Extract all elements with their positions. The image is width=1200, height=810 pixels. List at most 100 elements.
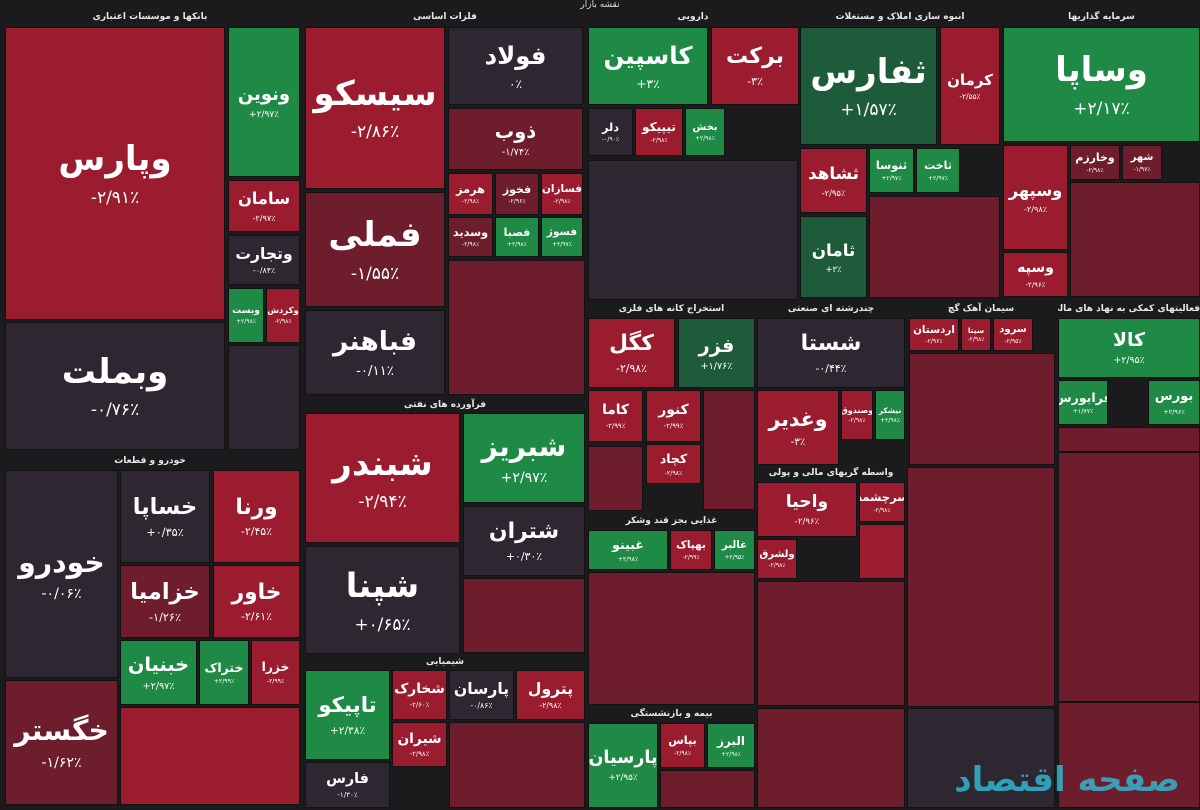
stock-tile: هرمز -۲/۹۸٪	[448, 173, 493, 215]
stock-change: -۲/۹۱٪	[90, 187, 140, 208]
stock-change: -۲/۹۹٪	[266, 677, 285, 685]
stock-change: +۳٪	[825, 264, 842, 275]
stock-tile: فخوز -۲/۹۶٪	[495, 173, 539, 215]
stock-name: وسپه	[1017, 260, 1054, 277]
stock-name: غالبر	[721, 539, 748, 552]
stock-tile: خگستر -۱/۶۲٪	[5, 680, 118, 805]
sector-header: سرمایه گذاریها	[1068, 12, 1135, 22]
filler-block	[228, 345, 300, 450]
stock-tile: خودرو -۰/۰۶٪	[5, 470, 118, 678]
stock-tile: فباهنر -۰/۱۱٪	[305, 310, 445, 395]
stock-tile: وسپه -۲/۹۶٪	[1003, 252, 1068, 297]
stock-tile: وپارس -۲/۹۱٪	[5, 27, 225, 320]
stock-name: البرز	[717, 733, 745, 748]
sector-header: واسطه گریهای مالی و پولی	[768, 468, 894, 478]
stock-name: شستا	[800, 331, 862, 357]
stock-tile: پارسیان +۲/۹۵٪	[588, 723, 658, 808]
filler-block	[120, 707, 300, 805]
filler-block	[588, 572, 755, 705]
filler-block	[448, 260, 585, 395]
stock-tile: غالبر +۲/۹۵٪	[714, 530, 755, 570]
stock-name: فخوز	[502, 182, 532, 196]
stock-name: شهر	[1130, 152, 1154, 164]
stock-name: ختراک	[204, 659, 244, 675]
stock-name: فسوژ	[546, 226, 578, 239]
stock-change: +۲/۹۵٪	[1113, 355, 1145, 367]
stock-name: ولشرق	[759, 548, 795, 560]
stock-name: خاور	[231, 579, 282, 605]
stock-tile: فرابورس +۱/۷۷٪	[1058, 380, 1108, 425]
stock-tile: برکت -۳٪	[711, 27, 799, 105]
stock-change: -۰/۷۶٪	[90, 400, 140, 421]
stock-name: کاسپین	[603, 41, 693, 71]
stock-change: +۰/۳۰٪	[505, 549, 543, 563]
stock-change: -۱/۳۰٪	[337, 790, 358, 800]
stock-name: ثاخت	[924, 159, 952, 173]
stock-tile: وغدیر -۳٪	[757, 390, 839, 465]
filler-block	[588, 160, 798, 300]
stock-tile: شبریز +۲/۹۷٪	[463, 413, 585, 503]
stock-name: کرمان	[947, 70, 993, 89]
stock-name: وخارزم	[1075, 151, 1115, 165]
stock-change: -۲/۹۷٪	[252, 212, 276, 223]
stock-change: +۲/۹۶٪	[1163, 407, 1185, 416]
stock-name: سیتا	[967, 325, 985, 335]
stock-tile: ذوب -۱/۷۴٪	[448, 108, 583, 170]
stock-name: خودرو	[18, 545, 105, 579]
stock-name: برکت	[725, 44, 785, 70]
stock-tile: وخارزم -۲/۹۸٪	[1070, 145, 1120, 180]
stock-change: -۲/۹۶٪	[794, 516, 820, 527]
stock-change: -۲/۶۱٪	[241, 610, 272, 624]
stock-tile: کاسپین +۳٪	[588, 27, 708, 105]
stock-tile: شپنا +۰/۶۵٪	[305, 546, 460, 654]
sector-header: فرآورده های نفتی	[403, 400, 487, 410]
stock-tile: شتران +۰/۳۰٪	[463, 506, 585, 576]
stock-name: سرود	[999, 324, 1027, 336]
sector-header: سیمان آهک گچ	[947, 304, 1015, 314]
stock-tile: بپاس -۲/۹۸٪	[660, 723, 705, 768]
stock-tile: البرز +۲/۹۸٪	[707, 723, 755, 768]
stock-change: -۲/۹۹٪	[682, 553, 700, 561]
stock-name: ونوین	[237, 84, 291, 106]
stock-change: -۰/۱۱٪	[356, 363, 394, 379]
sector-header: خودرو و قطعات	[114, 456, 186, 466]
stock-tile: غبینو +۲/۹۸٪	[588, 530, 668, 570]
stock-name: ثفارس	[810, 51, 927, 92]
stock-tile: ولشرق -۲/۹۸٪	[757, 539, 797, 579]
stock-tile: خبنیان +۲/۹۷٪	[120, 640, 197, 705]
stock-name: بورس	[1154, 389, 1194, 405]
stock-change: -۲/۶۰٪	[409, 700, 430, 709]
stock-tile: وسدید -۲/۹۸٪	[448, 217, 493, 257]
stock-change: +۲/۹۹٪	[213, 678, 235, 686]
stock-change: -۲/۸۶٪	[350, 122, 400, 143]
stock-tile: فارس -۱/۳۰٪	[305, 762, 390, 808]
stock-change: -۲/۹۸٪	[616, 361, 647, 375]
stock-name: فارس	[326, 770, 369, 787]
stock-name: بهپاک	[676, 539, 706, 552]
stock-change: +۲/۹۸٪	[721, 750, 741, 758]
filler-block	[907, 467, 1055, 707]
stock-name: کالا	[1113, 329, 1145, 351]
stock-name: فصبا	[503, 225, 531, 239]
stock-name: شخارک	[394, 681, 445, 698]
sector-header: غذایی بجز قند وشکر	[625, 516, 718, 526]
stock-name: وسپهر	[1008, 180, 1063, 200]
stock-tile: ثاخت +۲/۹۷٪	[916, 148, 960, 193]
stock-tile: دلر -۰/۹۰٪	[588, 108, 633, 156]
stock-change: +۰/۶۵٪	[354, 613, 411, 634]
stock-tile: فولاد ۰٪	[448, 27, 583, 105]
stock-name: نیشکر	[878, 406, 902, 416]
stock-tile: وساپا +۲/۱۷٪	[1003, 27, 1200, 142]
stock-name: شبندر	[332, 443, 433, 484]
stock-change: +۱/۷۶٪	[700, 361, 733, 373]
stock-tile: فزر +۱/۷۶٪	[678, 318, 755, 388]
stock-name: سرچشمه	[860, 490, 904, 505]
stock-name: کاما	[602, 402, 629, 419]
filler-block	[1058, 702, 1200, 808]
stock-tile: خساپا +۰/۳۵٪	[120, 470, 210, 563]
stock-tile: شهر -۱/۹۷٪	[1122, 145, 1162, 180]
sector-header: بیمه و بازنشستگی	[630, 709, 713, 719]
stock-name: خزرا	[261, 660, 290, 675]
stock-change: -۱/۶۲٪	[41, 754, 82, 771]
stock-name: تیپیکو	[642, 120, 676, 134]
